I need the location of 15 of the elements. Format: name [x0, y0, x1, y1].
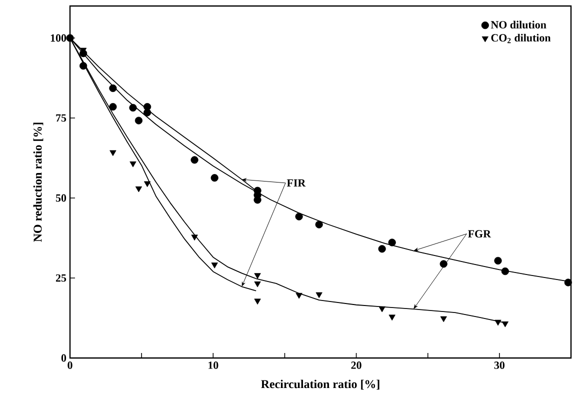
y-tick-label: 100	[50, 34, 66, 42]
legend-label: NO dilution	[490, 20, 546, 28]
x-tick-label: 30	[494, 362, 504, 369]
annotation: FGR	[468, 230, 492, 238]
y-tick-label: 25	[56, 274, 66, 282]
y-tick-label: 75	[56, 114, 66, 122]
y-tick-label: 50	[56, 194, 66, 202]
x-tick-label: 20	[351, 362, 362, 369]
y-tick-label: 0	[61, 354, 66, 362]
y-axis-title: NO reduction ratio [%]	[33, 122, 44, 242]
annotation: FIR	[286, 179, 306, 187]
legend-label: CO$_{2}$ dilution	[491, 34, 551, 44]
x-axis-title: Recirculation ratio [%]	[261, 380, 380, 390]
x-tick-label: 10	[208, 362, 218, 369]
x-tick-label: 0	[68, 362, 72, 369]
